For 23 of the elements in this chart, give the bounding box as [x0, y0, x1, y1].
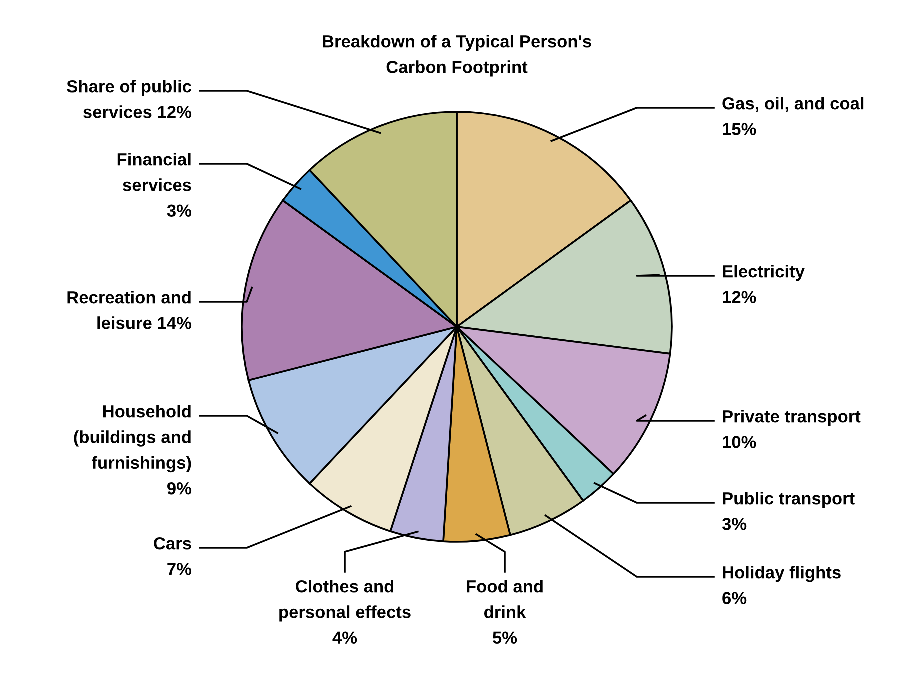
data-label: 15%: [723, 123, 756, 136]
slice-label: Financial services: [118, 153, 192, 192]
slice-label: Private transport: [723, 410, 861, 426]
chart-title: Breakdown of a Typical Person's Carbon Footprint: [323, 35, 592, 77]
data-label: 3%: [722, 518, 747, 530]
data-label: 9%: [168, 482, 192, 495]
slice-label: Food and drink: [467, 580, 543, 618]
data-label: 10%: [723, 436, 756, 448]
slice-label: Gas, oil, and coal: [722, 97, 864, 112]
slice-label: Cars: [154, 537, 192, 550]
slice-label: Recreation and leisure 14%: [68, 291, 192, 330]
data-label: 3%: [167, 204, 192, 218]
slice-label: Electricity: [723, 265, 805, 282]
data-label: 12%: [723, 291, 756, 304]
slice-label: Household (buildings and furnishings): [74, 405, 192, 473]
data-label: 6%: [722, 592, 747, 604]
slice-label: Clothes and personal effects: [280, 580, 411, 622]
slice-label: Share of public services 12%: [67, 80, 192, 118]
slice-label: Public transport: [723, 492, 855, 508]
data-label: 7%: [168, 563, 192, 576]
data-label: 4%: [332, 632, 358, 644]
data-label: 5%: [492, 632, 518, 644]
slice-label: Holiday flights: [723, 566, 841, 582]
